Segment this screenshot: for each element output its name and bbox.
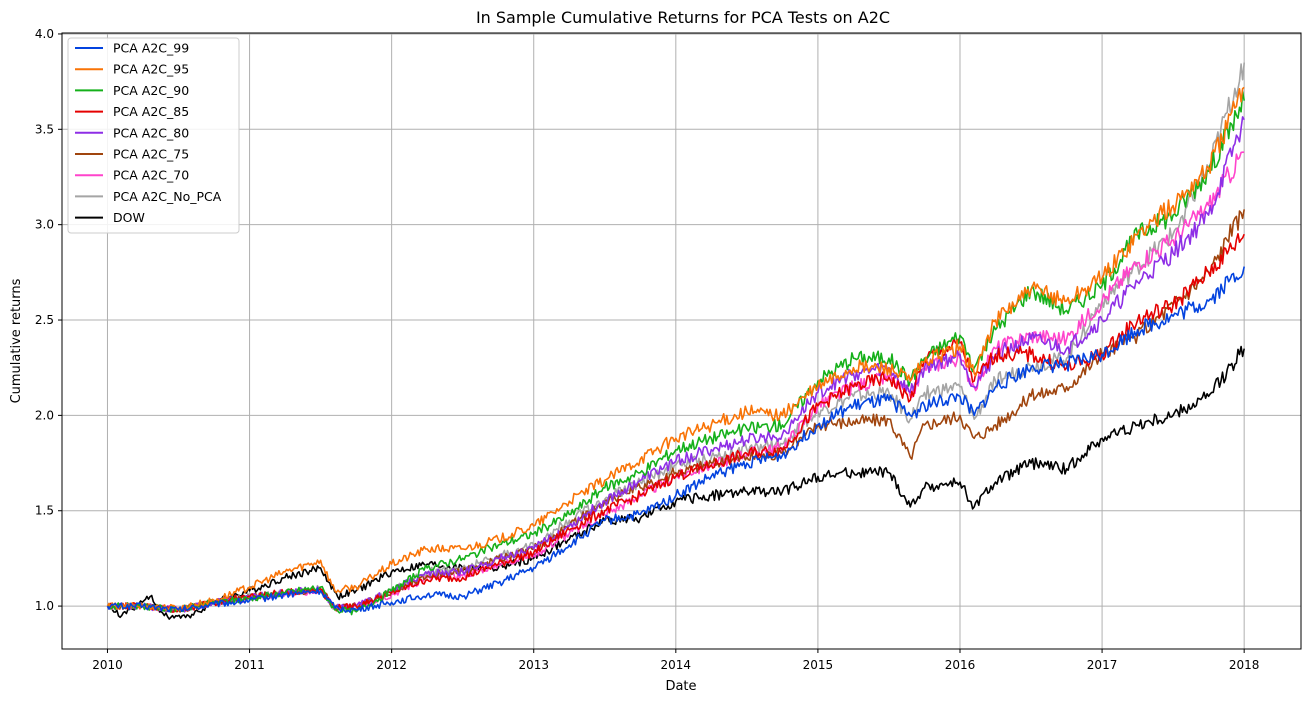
y-tick-label: 2.5 — [35, 313, 54, 327]
series-line-dow — [107, 345, 1245, 620]
legend-entry: PCA A2C_No_PCA — [113, 189, 222, 204]
x-tick-label: 2010 — [92, 658, 123, 672]
axes-background — [62, 33, 1301, 649]
legend-entry: PCA A2C_99 — [113, 41, 189, 56]
x-tick-label: 2017 — [1087, 658, 1118, 672]
series-lines — [106, 62, 1245, 620]
legend-entry: PCA A2C_70 — [113, 168, 189, 183]
legend-entry: PCA A2C_85 — [113, 104, 189, 119]
chart-title: In Sample Cumulative Returns for PCA Tes… — [476, 8, 890, 27]
y-tick-label: 1.5 — [35, 504, 54, 518]
legend-entry: PCA A2C_75 — [113, 147, 189, 162]
legend-items: PCA A2C_99 PCA A2C_95 PCA A2C_90 PCA A2C_85… — [75, 41, 222, 225]
y-tick-label: 3.0 — [35, 218, 54, 232]
y-tick-label: 4.0 — [35, 27, 54, 41]
legend-entry: PCA A2C_90 — [113, 83, 189, 98]
y-tick-label: 1.0 — [35, 599, 54, 613]
plot-area — [61, 32, 1302, 650]
y-axis: 1.0 1.5 2.0 2.5 3.0 3.5 4.0 — [35, 27, 62, 613]
x-axis: 2010 2011 2012 2013 2014 2015 2016 2017 2018 — [92, 649, 1259, 672]
legend-entry: PCA A2C_80 — [113, 125, 189, 140]
legend-entry: PCA A2C_95 — [113, 62, 189, 77]
y-axis-label: Cumulative returns — [9, 278, 24, 403]
y-tick-label: 2.0 — [35, 408, 54, 422]
series-line-pca-a2c-99 — [106, 266, 1245, 613]
x-tick-label: 2015 — [803, 658, 834, 672]
y-tick-label: 3.5 — [35, 122, 54, 136]
series-line-pca-a2c-95 — [106, 86, 1245, 612]
x-axis-label: Date — [665, 679, 696, 694]
axes-border — [61, 32, 1302, 650]
x-tick-label: 2012 — [376, 658, 407, 672]
x-tick-label: 2014 — [661, 658, 692, 672]
x-tick-label: 2013 — [518, 658, 549, 672]
x-tick-label: 2018 — [1229, 658, 1260, 672]
legend-box — [67, 37, 240, 234]
legend-entry: DOW — [113, 210, 145, 225]
x-tick-label: 2016 — [945, 658, 976, 672]
grid-lines — [62, 33, 1301, 649]
legend: PCA A2C_99 PCA A2C_95 PCA A2C_90 PCA A2C_85… — [67, 37, 240, 234]
x-tick-label: 2011 — [234, 658, 265, 672]
